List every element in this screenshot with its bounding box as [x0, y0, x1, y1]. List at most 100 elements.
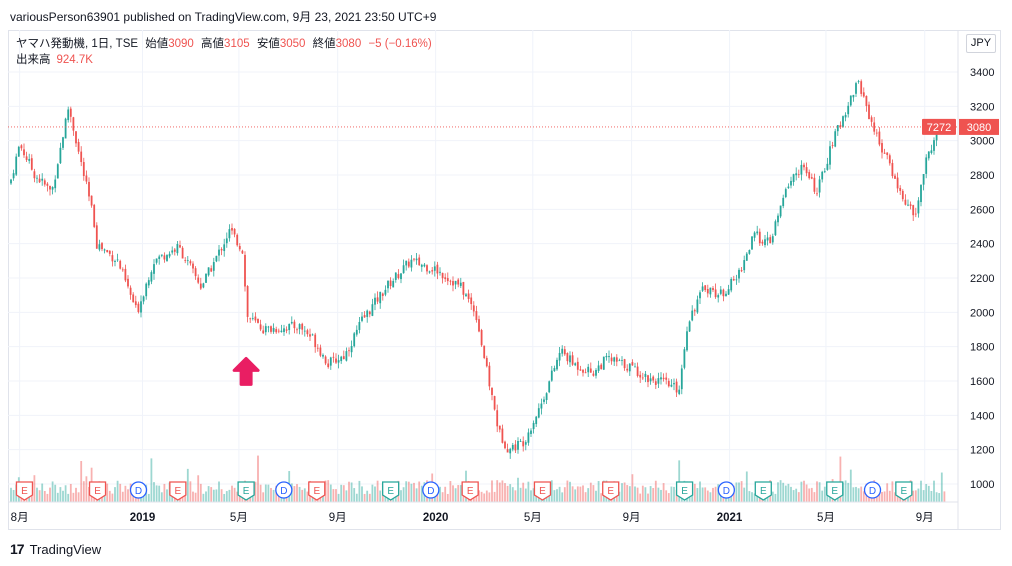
- candle-body: [262, 330, 265, 334]
- candle-body: [41, 178, 44, 181]
- volume-bar: [504, 483, 506, 502]
- candle-body: [446, 278, 449, 282]
- volume-legend: 出来高 924.7K: [16, 53, 93, 68]
- candle-body: [309, 334, 311, 337]
- volume-bar: [920, 480, 922, 502]
- volume-bar: [701, 487, 704, 502]
- candle-body: [426, 265, 428, 272]
- volume-bar: [475, 493, 478, 502]
- candle-body: [363, 315, 366, 318]
- candle-body: [54, 179, 57, 189]
- price-chart[interactable]: E E D E E D E E D E E E E D E E D E 1000 1200 1400 1600 1800 2…: [8, 30, 1001, 530]
- volume-bar: [298, 486, 301, 502]
- candle-body: [641, 377, 644, 379]
- candle-body: [917, 200, 920, 214]
- volume-bar: [930, 490, 933, 502]
- price-tick-label: 2400: [970, 239, 994, 251]
- price-tick-label: 2800: [970, 170, 994, 182]
- candle-body: [348, 350, 350, 352]
- candle-body: [20, 145, 23, 149]
- volume-bar: [566, 480, 569, 502]
- candle-body: [389, 280, 392, 286]
- volume-bar: [771, 491, 774, 502]
- candle-body: [524, 442, 527, 445]
- volume-bar: [82, 481, 85, 502]
- dividend-marker-label: D: [135, 486, 142, 497]
- volume-bar: [704, 487, 707, 502]
- candle-body: [868, 104, 870, 120]
- candle-body: [532, 422, 535, 430]
- volume-bar: [511, 487, 514, 502]
- volume-bar: [498, 482, 501, 502]
- volume-bar: [363, 493, 366, 502]
- volume-bar: [231, 485, 233, 502]
- volume-bar: [810, 487, 813, 502]
- candle-body: [134, 301, 137, 306]
- volume-bar: [623, 482, 626, 502]
- candle-body: [777, 215, 779, 223]
- candle-body: [176, 244, 179, 254]
- candle-body: [860, 81, 863, 94]
- candle-body: [756, 231, 759, 234]
- candle-body: [808, 172, 811, 179]
- currency-button[interactable]: JPY: [966, 34, 996, 53]
- candle-body: [296, 329, 298, 331]
- volume-bar: [480, 491, 483, 502]
- candle-body: [517, 440, 519, 450]
- price-tick-label: 3400: [970, 67, 994, 79]
- volume-bar: [621, 483, 623, 502]
- volume-bar: [862, 491, 865, 502]
- volume-bar: [636, 487, 639, 502]
- volume-bar: [558, 486, 561, 502]
- candle-body: [93, 204, 96, 227]
- candle-body: [197, 277, 200, 283]
- volume-bar: [501, 480, 504, 502]
- candle-body: [366, 310, 369, 317]
- candle-body: [509, 448, 512, 454]
- candle-body: [792, 174, 795, 182]
- tradingview-logo-icon[interactable]: 17: [10, 541, 25, 557]
- volume-bar: [452, 485, 454, 502]
- volume-bar: [160, 492, 163, 502]
- candle-body: [46, 183, 49, 186]
- volume-bar: [790, 486, 792, 502]
- volume-bar: [454, 488, 457, 502]
- volume-bar: [106, 483, 109, 502]
- volume-bar: [272, 489, 275, 502]
- candle-body: [199, 283, 202, 289]
- candle-body: [158, 256, 161, 259]
- candle-body: [886, 152, 889, 156]
- candle-body: [582, 369, 584, 373]
- volume-bar: [75, 487, 77, 502]
- candle-body: [745, 253, 748, 261]
- open-label: 始値: [145, 38, 169, 50]
- candle-body: [145, 283, 148, 297]
- candle-body: [797, 174, 800, 176]
- volume-bar: [797, 492, 800, 502]
- annotation-arrow: [232, 356, 260, 386]
- candle-body: [355, 329, 358, 335]
- volume-bar: [735, 482, 738, 502]
- candle-body: [106, 250, 109, 253]
- candle-body: [621, 360, 623, 361]
- candle-body: [870, 117, 873, 122]
- candle-body: [241, 250, 244, 254]
- candle-body: [823, 171, 826, 173]
- candle-body: [665, 377, 668, 380]
- candle-body: [140, 301, 142, 313]
- candle-body: [862, 92, 865, 97]
- candle-body: [717, 295, 720, 298]
- volume-bar: [665, 490, 668, 502]
- candle-body: [795, 173, 798, 176]
- volume-bar: [600, 493, 603, 502]
- candle-body: [485, 357, 488, 367]
- candle-body: [545, 393, 548, 401]
- earnings-marker: [461, 481, 479, 501]
- volume-bar: [634, 486, 636, 502]
- candle-body: [342, 356, 345, 360]
- volume-bar: [10, 487, 12, 502]
- candle-body: [439, 271, 441, 273]
- candle-body: [623, 359, 626, 369]
- volume-bar: [192, 491, 194, 502]
